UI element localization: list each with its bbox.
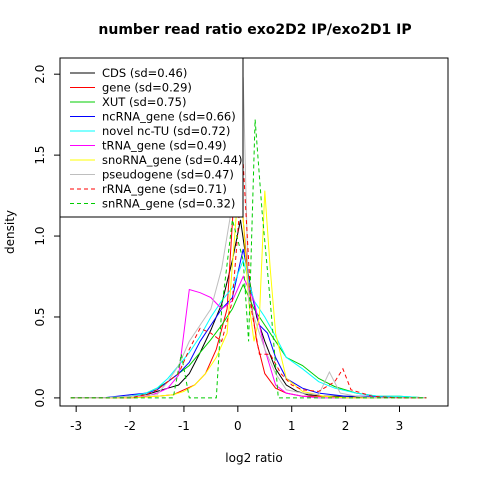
legend-entry-xut: XUT (sd=0.75) xyxy=(102,95,186,109)
y-axis-label: density xyxy=(3,210,17,254)
legend-entry-pseudogene: pseudogene (sd=0.47) xyxy=(102,168,234,182)
x-tick-label: -2 xyxy=(124,419,136,433)
x-tick-label: -1 xyxy=(178,419,190,433)
legend-entry-snrna-gene: snRNA_gene (sd=0.32) xyxy=(102,197,235,211)
legend-entry-rrna-gene: rRNA_gene (sd=0.71) xyxy=(102,182,227,196)
x-tick-label: -3 xyxy=(70,419,82,433)
x-axis-label: log2 ratio xyxy=(225,451,282,465)
series-line-rrna-gene xyxy=(70,163,427,399)
y-tick-label: 1.5 xyxy=(33,146,47,165)
y-tick-label: 0.0 xyxy=(33,388,47,407)
legend-entry-trna-gene: tRNA_gene (sd=0.49) xyxy=(102,139,227,153)
y-tick-label: 0.5 xyxy=(33,307,47,326)
legend-box xyxy=(59,57,244,218)
legend-entry-cds: CDS (sd=0.46) xyxy=(102,66,187,80)
y-tick-label: 1.0 xyxy=(33,226,47,245)
legend-entry-ncrna-gene: ncRNA_gene (sd=0.66) xyxy=(102,110,236,124)
y-tick-label: 2.0 xyxy=(33,65,47,84)
x-tick-label: 2 xyxy=(342,419,350,433)
series-layer xyxy=(70,77,427,399)
x-tick-label: 1 xyxy=(288,419,296,433)
legend-entry-novel-nc-tu: novel nc-TU (sd=0.72) xyxy=(102,124,230,138)
chart-title: number read ratio exo2D2 IP/exo2D1 IP xyxy=(98,22,411,38)
legend-entry-snorna-gene: snoRNA_gene (sd=0.44) xyxy=(102,153,242,167)
legend-entry-gene: gene (sd=0.29) xyxy=(102,81,192,95)
x-tick-label: 0 xyxy=(234,419,242,433)
x-tick-label: 3 xyxy=(396,419,404,433)
series-line-snrna-gene xyxy=(70,119,427,399)
legend: CDS (sd=0.46)gene (sd=0.29)XUT (sd=0.75)… xyxy=(59,57,244,218)
